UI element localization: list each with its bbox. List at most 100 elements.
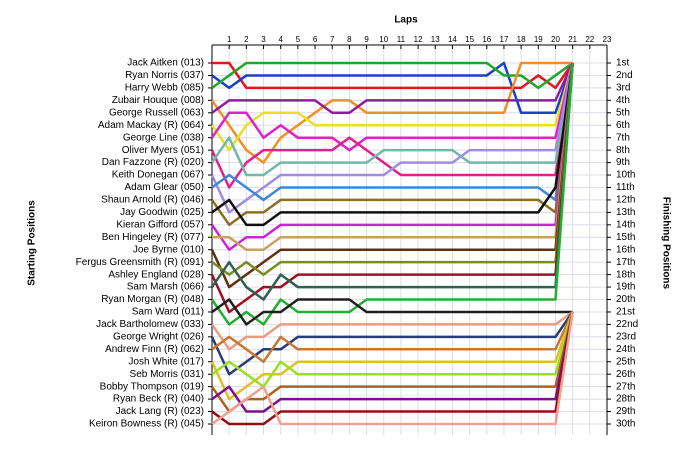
y2-tick-label: 29th [616,406,635,417]
x-tick-label: 19 [534,35,543,44]
lap-line [210,62,574,289]
x-tick-label: 8 [347,35,352,44]
driver-label: Bobby Thompson (019) [100,381,204,392]
lap-line [211,62,574,276]
lap-line [210,62,574,152]
x-tick-label: 7 [330,35,335,44]
x-axis-title: Laps [394,15,418,26]
y2-tick-label: 30th [616,419,635,430]
driver-label: Sam Ward (011) [132,307,204,318]
y2-tick-label: 27th [616,381,635,392]
y2-tick-label: 20th [616,294,635,305]
lap-line [211,62,574,227]
lap-line [210,311,574,413]
y2-tick-label: 13th [616,207,635,218]
y2-tick-label: 14th [616,219,635,230]
driver-label: Ryan Beck (R) (040) [113,394,204,405]
lap-line [210,62,574,227]
driver-label: Harry Webb (085) [125,83,204,94]
y2-tick-label: 15th [616,232,635,243]
y2-tick-label: 3rd [616,83,630,94]
lap-line [212,62,574,251]
x-tick-label: 10 [379,35,388,44]
y2-tick-label: 11th [616,182,635,193]
lap-line [211,311,574,426]
lap-line [211,298,573,326]
y2-tick-label: 17th [616,257,635,268]
driver-label: Keiron Bowness (R) (045) [89,419,204,430]
lap-line [210,62,574,301]
driver-label: Joe Byrne (010) [133,244,204,255]
y2-tick-label: 5th [616,107,630,118]
y2-tick-label: 19th [616,282,635,293]
x-tick-label: 23 [603,35,612,44]
driver-label: Zubair Houque (008) [112,95,204,106]
driver-label: Adam Glear (050) [125,182,204,193]
x-tick-label: 16 [482,35,491,44]
x-tick-label: 14 [448,35,457,44]
x-tick-label: 12 [414,35,423,44]
x-tick-label: 17 [500,35,509,44]
x-tick-label: 20 [551,35,560,44]
driver-label: George Wright (026) [113,332,204,343]
x-tick-label: 6 [313,35,318,44]
driver-label: Dan Fazzone (R) (020) [102,157,204,168]
driver-label: Ashley England (028) [108,269,204,280]
driver-label: Jack Lang (R) (023) [116,406,204,417]
y2-tick-label: 16th [616,244,635,255]
y2-tick-label: 26th [616,369,635,380]
y-axis-title: Starting Positions [27,200,38,286]
driver-label: Keith Donegan (067) [112,170,204,181]
y2-tick-label: 8th [616,145,630,156]
lap-line [210,62,574,214]
y2-tick-label: 18th [616,269,635,280]
x-tick-label: 3 [261,35,266,44]
x-tick-label: 1 [227,35,232,44]
lap-line [211,311,574,426]
driver-label: George Line (038) [123,132,204,143]
x-tick-label: 5 [296,35,301,44]
lap-line [211,61,574,90]
driver-label: Jack Aitken (013) [127,58,204,69]
x-tick-label: 21 [568,35,577,44]
x-tick-label: 15 [465,35,474,44]
y2-tick-label: 21st [616,307,635,318]
lap-line [210,62,574,251]
y2-tick-label: 7th [616,132,630,143]
y2-tick-label: 28th [616,394,635,405]
driver-label: Shaun Arnold (R) (046) [101,195,204,206]
lap-line [211,311,574,364]
y2-axis-title: Finishing Positions [660,197,671,290]
lap-line [211,311,574,388]
driver-label: Ben Hingeley (R) (077) [102,232,204,243]
y2-tick-label: 22nd [616,319,638,330]
x-tick-label: 22 [585,35,594,44]
driver-label: Fergus Greensmith (R) (091) [76,257,204,268]
y2-tick-label: 25th [616,356,635,367]
x-tick-label: 13 [431,35,440,44]
driver-label: Ryan Norris (037) [125,70,204,81]
x-tick-label: 2 [244,35,249,44]
x-tick-label: 4 [278,35,283,44]
driver-label: Andrew Finn (R) (062) [105,344,204,355]
y2-tick-label: 12th [616,195,635,206]
driver-label: Jack Bartholomew (033) [96,319,204,330]
driver-label: Jay Goodwin (025) [120,207,204,218]
driver-label: Kieran Gifford (057) [116,219,204,230]
y2-tick-label: 1st [616,58,630,69]
x-tick-label: 18 [517,35,526,44]
driver-label: Seb Morris (031) [130,369,204,380]
driver-label: Sam Marsh (066) [127,282,204,293]
y2-tick-label: 23rd [616,332,636,343]
y2-tick-label: 4th [616,95,630,106]
y2-tick-label: 6th [616,120,630,131]
x-tick-label: 11 [397,35,406,44]
driver-label: Ryan Morgan (R) (048) [101,294,204,305]
lap-line [210,62,574,177]
lap-line [210,310,574,351]
x-tick-label: 9 [364,35,369,44]
driver-label: Adam Mackay (R) (064) [98,120,204,131]
y2-tick-label: 24th [616,344,635,355]
y2-tick-label: 10th [616,170,635,181]
